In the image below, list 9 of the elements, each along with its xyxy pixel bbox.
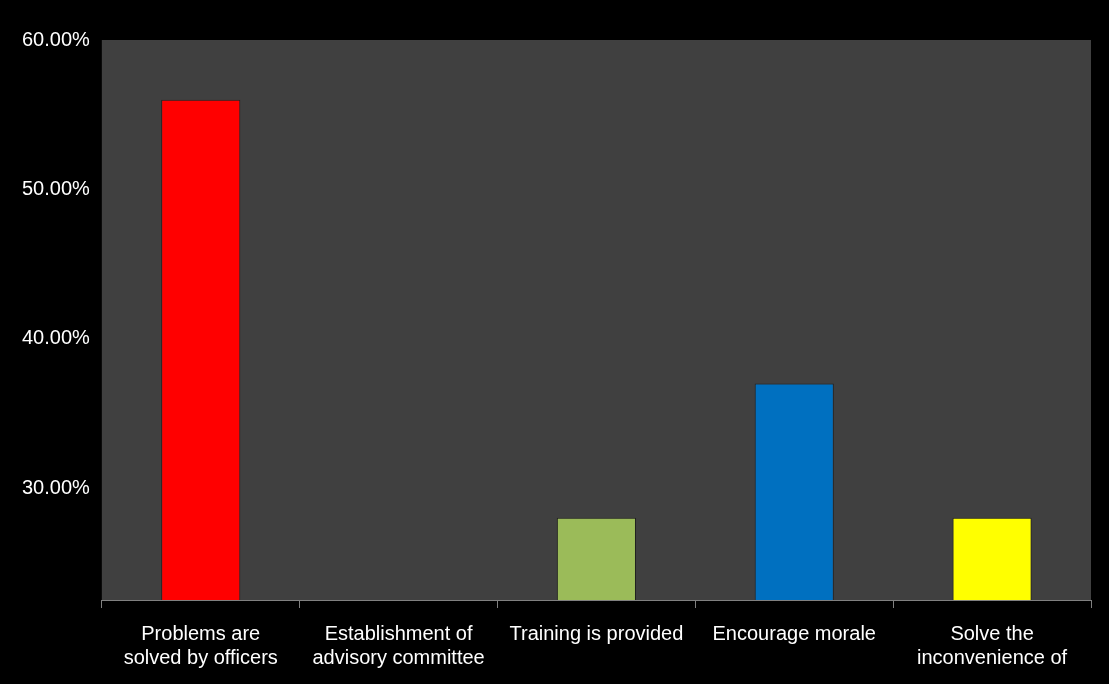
x-tick-label: Training is provided xyxy=(509,621,684,644)
y-tick-label: 50.00% xyxy=(21,176,91,199)
x-tick-label: Solve the inconvenience of xyxy=(917,621,1068,668)
x-tick-label: Problems are solved by officers xyxy=(123,621,278,668)
x-tick-label: Establishment of advisory committee xyxy=(312,621,485,668)
x-tick-label: Encourage morale xyxy=(712,621,876,644)
y-tick-label: 60.00% xyxy=(21,27,91,50)
y-tick-label: 30.00% xyxy=(21,475,91,498)
y-tick-label: 40.00% xyxy=(21,326,91,349)
